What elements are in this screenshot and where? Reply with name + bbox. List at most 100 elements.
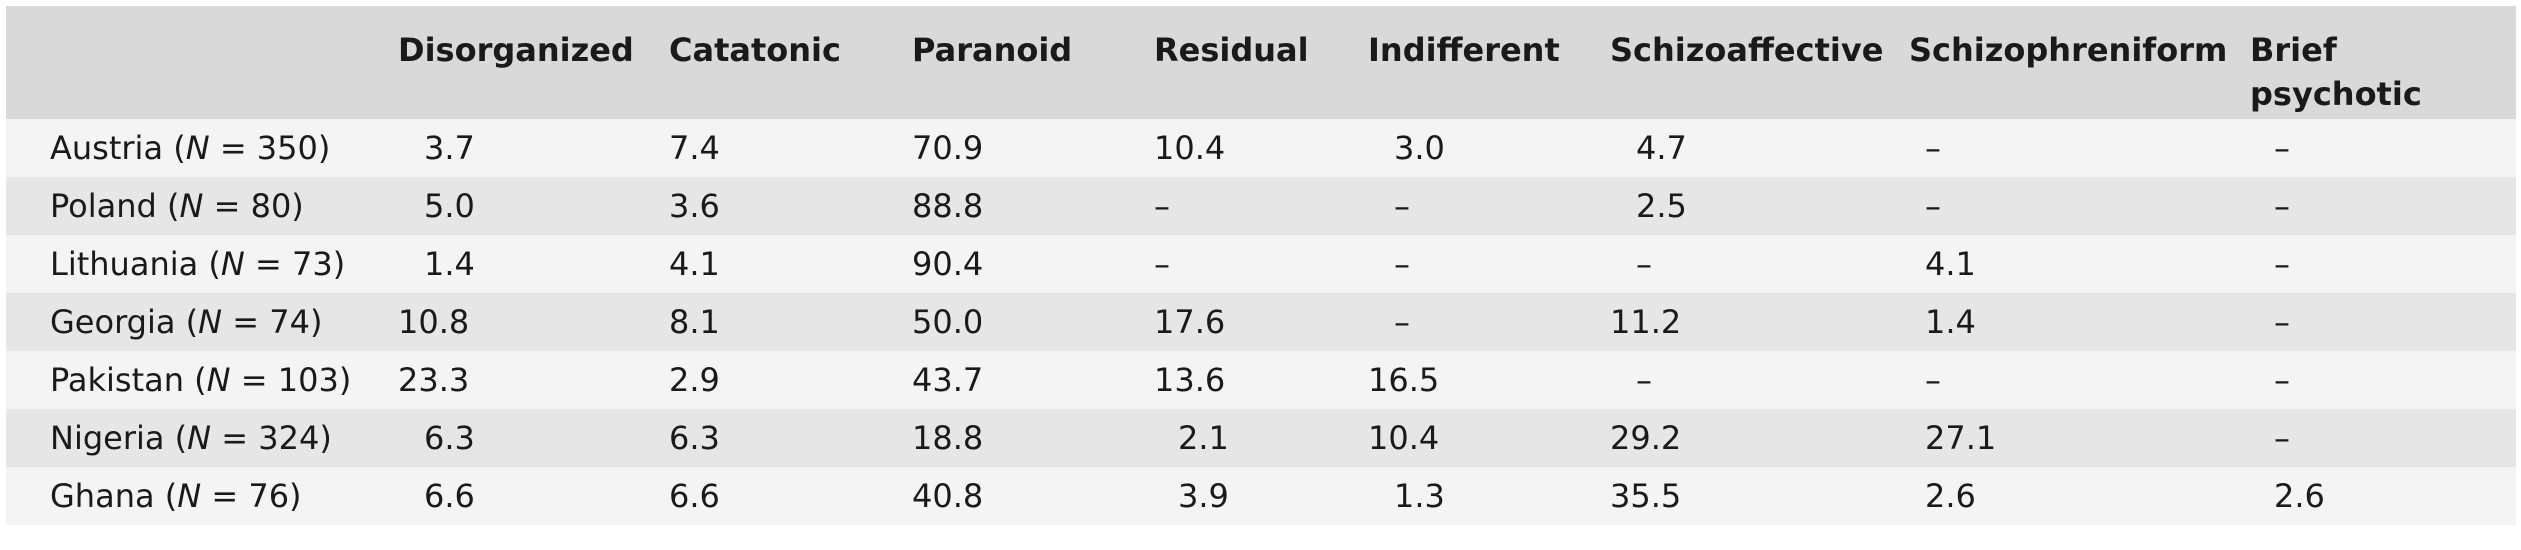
table-cell-schizophreniform: – — [1925, 129, 1941, 167]
close-paren: ) — [309, 303, 323, 341]
table-cell-paranoid: 50.0 — [912, 303, 984, 341]
sample-size-symbol: N — [220, 245, 245, 283]
table-cell-brief-psychotic: – — [2274, 245, 2290, 283]
table-cell-catatonic: 7.4 — [669, 129, 720, 167]
table-cell-schizoaffective: – — [1636, 245, 1652, 283]
sample-size-value: 74 — [269, 303, 310, 341]
equals-sign: = — [244, 245, 292, 283]
table-cell-brief-psychotic: – — [2274, 419, 2290, 457]
table-body: Austria (N = 350) 3.7 7.4 70.9 10.4 3.0 4.7– – P… — [6, 119, 2516, 525]
row-label: Lithuania (N = 73) — [6, 235, 398, 293]
table-cell-residual: 17.6 — [1154, 303, 1226, 341]
table-cell-catatonic: 3.6 — [669, 187, 720, 225]
country-name: Austria — [50, 129, 164, 167]
sample-size-symbol: N — [198, 303, 223, 341]
open-paren: ( — [163, 129, 186, 167]
table-row: Lithuania (N = 73) 1.4 4.1 90.4 – – – 4.1 – — [6, 235, 2516, 293]
table-cell-schizoaffective: 2.5 — [1636, 187, 1687, 225]
table-cell-indifferent: 1.3 — [1394, 477, 1445, 515]
table-cell-catatonic: 4.1 — [669, 245, 720, 283]
column-header-schizoaffective: Schizoaffective — [1610, 31, 1884, 69]
column-header-disorganized: Disorganized — [398, 31, 634, 69]
header-empty-cell — [6, 6, 398, 119]
sample-size-symbol: N — [185, 129, 210, 167]
table-cell-disorganized: 5.0 — [424, 187, 475, 225]
table-cell-residual: 3.9 — [1178, 477, 1229, 515]
table-cell-disorganized: 6.6 — [424, 477, 475, 515]
table-cell-indifferent: 3.0 — [1394, 129, 1445, 167]
equals-sign: = — [222, 303, 270, 341]
column-header-indifferent: Indifferent — [1368, 31, 1560, 69]
table-cell-disorganized: 23.3 — [398, 361, 470, 399]
header-row: Disorganized Catatonic Paranoid Residual Ind… — [6, 6, 2516, 119]
table-row: Ghana (N = 76) 6.6 6.6 40.8 3.9 1.3 35.5 2.6 2.6 — [6, 467, 2516, 525]
sample-size-symbol: N — [179, 187, 204, 225]
country-name: Lithuania — [50, 245, 199, 283]
close-paren: ) — [291, 187, 304, 225]
table-cell-schizophreniform: 4.1 — [1925, 245, 1976, 283]
column-header-residual: Residual — [1154, 31, 1309, 69]
diagnosis-table-container: Disorganized Catatonic Paranoid Residual Ind… — [6, 6, 2516, 525]
row-label: Pakistan (N = 103) — [6, 351, 398, 409]
table-cell-catatonic: 2.9 — [669, 361, 720, 399]
sample-size-value: 103 — [277, 361, 339, 399]
sample-size-value: 73 — [291, 245, 333, 283]
column-header-paranoid: Paranoid — [912, 31, 1073, 69]
sample-size-symbol: N — [187, 419, 212, 457]
equals-sign: = — [201, 477, 249, 515]
sample-size-value: 324 — [258, 419, 320, 457]
column-header-brief-psychotic: Brief psychotic — [2250, 6, 2516, 119]
table-row: Austria (N = 350) 3.7 7.4 70.9 10.4 3.0 4.7 – – — [6, 119, 2516, 177]
table-cell-residual: 13.6 — [1154, 361, 1226, 399]
table-cell-indifferent: – — [1394, 303, 1410, 341]
table-cell-schizophreniform: 1.4 — [1925, 303, 1976, 341]
table-cell-schizoaffective: – — [1636, 361, 1652, 399]
table-cell-paranoid: 88.8 — [912, 187, 984, 225]
open-paren: ( — [164, 419, 188, 457]
table-cell-indifferent: – — [1394, 187, 1410, 225]
table-cell-disorganized: 10.8 — [398, 303, 470, 341]
table-cell-paranoid: 40.8 — [912, 477, 984, 515]
close-paren: ) — [319, 419, 332, 457]
open-paren: ( — [175, 303, 199, 341]
table-cell-paranoid: 43.7 — [912, 361, 984, 399]
table-cell-residual: – — [1154, 245, 1170, 283]
close-paren: ) — [338, 361, 352, 399]
table-cell-brief-psychotic: – — [2274, 187, 2290, 225]
close-paren: ) — [332, 245, 346, 283]
table-cell-schizophreniform: 27.1 — [1925, 419, 1997, 457]
table-cell-paranoid: 70.9 — [912, 129, 984, 167]
table-cell-disorganized: 6.3 — [424, 419, 475, 457]
table-cell-catatonic: 6.6 — [669, 477, 720, 515]
table-cell-schizoaffective: 29.2 — [1610, 419, 1682, 457]
table-cell-brief-psychotic: – — [2274, 129, 2290, 167]
table-cell-residual: 10.4 — [1154, 129, 1226, 167]
sample-size-value: 80 — [250, 187, 292, 225]
open-paren: ( — [198, 245, 221, 283]
table-cell-indifferent: – — [1394, 245, 1410, 283]
equals-sign: = — [211, 419, 259, 457]
column-header-schizophreniform: Schizophreniform — [1909, 31, 2228, 69]
table-cell-catatonic: 8.1 — [669, 303, 720, 341]
table-cell-paranoid: 18.8 — [912, 419, 984, 457]
table-cell-brief-psychotic: 2.6 — [2274, 477, 2325, 515]
row-label: Ghana (N = 76) — [6, 467, 398, 525]
sample-size-symbol: N — [206, 361, 231, 399]
open-paren: ( — [184, 361, 207, 399]
country-name: Nigeria — [50, 419, 165, 457]
table-row: Poland (N = 80) 5.0 3.6 88.8 – – 2.5 – – — [6, 177, 2516, 235]
table-cell-disorganized: 1.4 — [424, 245, 475, 283]
table-cell-catatonic: 6.3 — [669, 419, 720, 457]
column-header-text: Brief psychotic — [2250, 31, 2422, 113]
row-label: Georgia (N = 74) — [6, 293, 398, 351]
equals-sign: = — [203, 187, 251, 225]
table-cell-schizophreniform: – — [1925, 187, 1941, 225]
table-cell-schizophreniform: 2.6 — [1925, 477, 1976, 515]
table-cell-indifferent: 10.4 — [1368, 419, 1440, 457]
country-name: Pakistan — [50, 361, 184, 399]
country-name: Poland — [50, 187, 157, 225]
table-cell-schizophreniform: – — [1925, 361, 1941, 399]
table-cell-schizoaffective: 4.7 — [1636, 129, 1687, 167]
table-cell-brief-psychotic: – — [2274, 361, 2290, 399]
diagnosis-table: Disorganized Catatonic Paranoid Residual Ind… — [6, 6, 2516, 525]
